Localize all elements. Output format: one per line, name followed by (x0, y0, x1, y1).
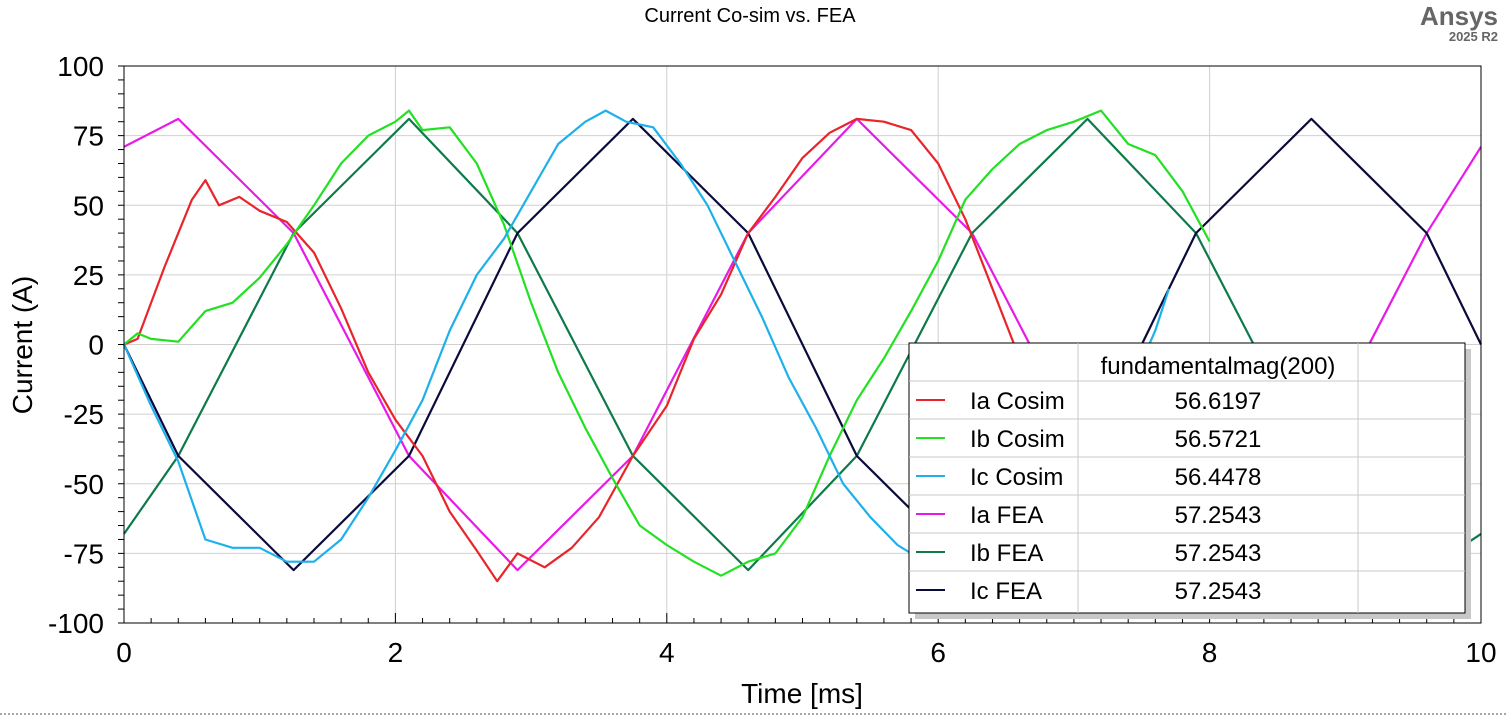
y-tick-label: 0 (88, 330, 104, 361)
legend-rows: Ia Cosim 56.6197 Ib Cosim 56.5721 Ic Cosim 56… (916, 388, 1261, 605)
x-tick-label: 0 (116, 637, 132, 668)
legend[interactable]: fundamentalmag(200) Ia Cosim 56.6197 Ib Co… (908, 342, 1471, 619)
y-tick-label: 25 (73, 260, 104, 291)
legend-series-value: 57.2543 (1175, 578, 1262, 605)
y-tick-label: 50 (73, 190, 104, 221)
y-tick-label: -75 (64, 538, 104, 569)
brand-logo: Ansys 2025 R2 (1420, 2, 1498, 44)
legend-series-name: Ic Cosim (970, 464, 1063, 491)
series-line-ia-cosim (123, 117, 1028, 583)
y-tick-labels: -100 -75 -50 -25 0 25 50 75 100 (48, 51, 104, 639)
legend-box (908, 342, 1466, 614)
x-tick-label: 2 (388, 637, 404, 668)
legend-series-name: Ic FEA (970, 578, 1042, 605)
x-tick-label: 4 (659, 637, 675, 668)
legend-series-name: Ia Cosim (970, 388, 1065, 415)
legend-series-value: 56.5721 (1175, 426, 1262, 453)
legend-series-value: 56.4478 (1175, 464, 1262, 491)
y-tick-label: -25 (64, 399, 104, 430)
legend-header: fundamentalmag(200) (1101, 353, 1336, 380)
legend-series-value: 56.6197 (1175, 388, 1262, 415)
series-line-ib-cosim (123, 109, 1211, 577)
series-line-ic-fea (123, 117, 1482, 572)
y-tick-label: -50 (64, 469, 104, 500)
x-tick-label: 10 (1465, 637, 1496, 668)
x-tick-label: 8 (1202, 637, 1218, 668)
brand-name: Ansys (1419, 1, 1498, 31)
y-tick-label: 100 (57, 51, 104, 82)
legend-series-value: 57.2543 (1175, 540, 1262, 567)
chart-title: Current Co-sim vs. FEA (644, 5, 856, 27)
bottom-divider (0, 713, 1506, 715)
series-line-ic-cosim (122, 109, 1170, 563)
x-tick-label: 6 (930, 637, 946, 668)
y-tick-label: 75 (73, 121, 104, 152)
legend-series-name: Ib Cosim (970, 426, 1065, 453)
x-axis-label: Time [ms] (741, 678, 863, 709)
legend-series-value: 57.2543 (1175, 502, 1262, 529)
brand-version: 2025 R2 (1448, 29, 1498, 44)
x-tick-labels: 0 2 4 6 8 10 (116, 637, 1496, 668)
legend-series-name: Ia FEA (970, 502, 1043, 529)
y-axis-label: Current (A) (7, 276, 38, 414)
plot-frame (123, 65, 1482, 624)
y-tick-label: -100 (48, 608, 104, 639)
legend-series-name: Ib FEA (970, 540, 1043, 567)
